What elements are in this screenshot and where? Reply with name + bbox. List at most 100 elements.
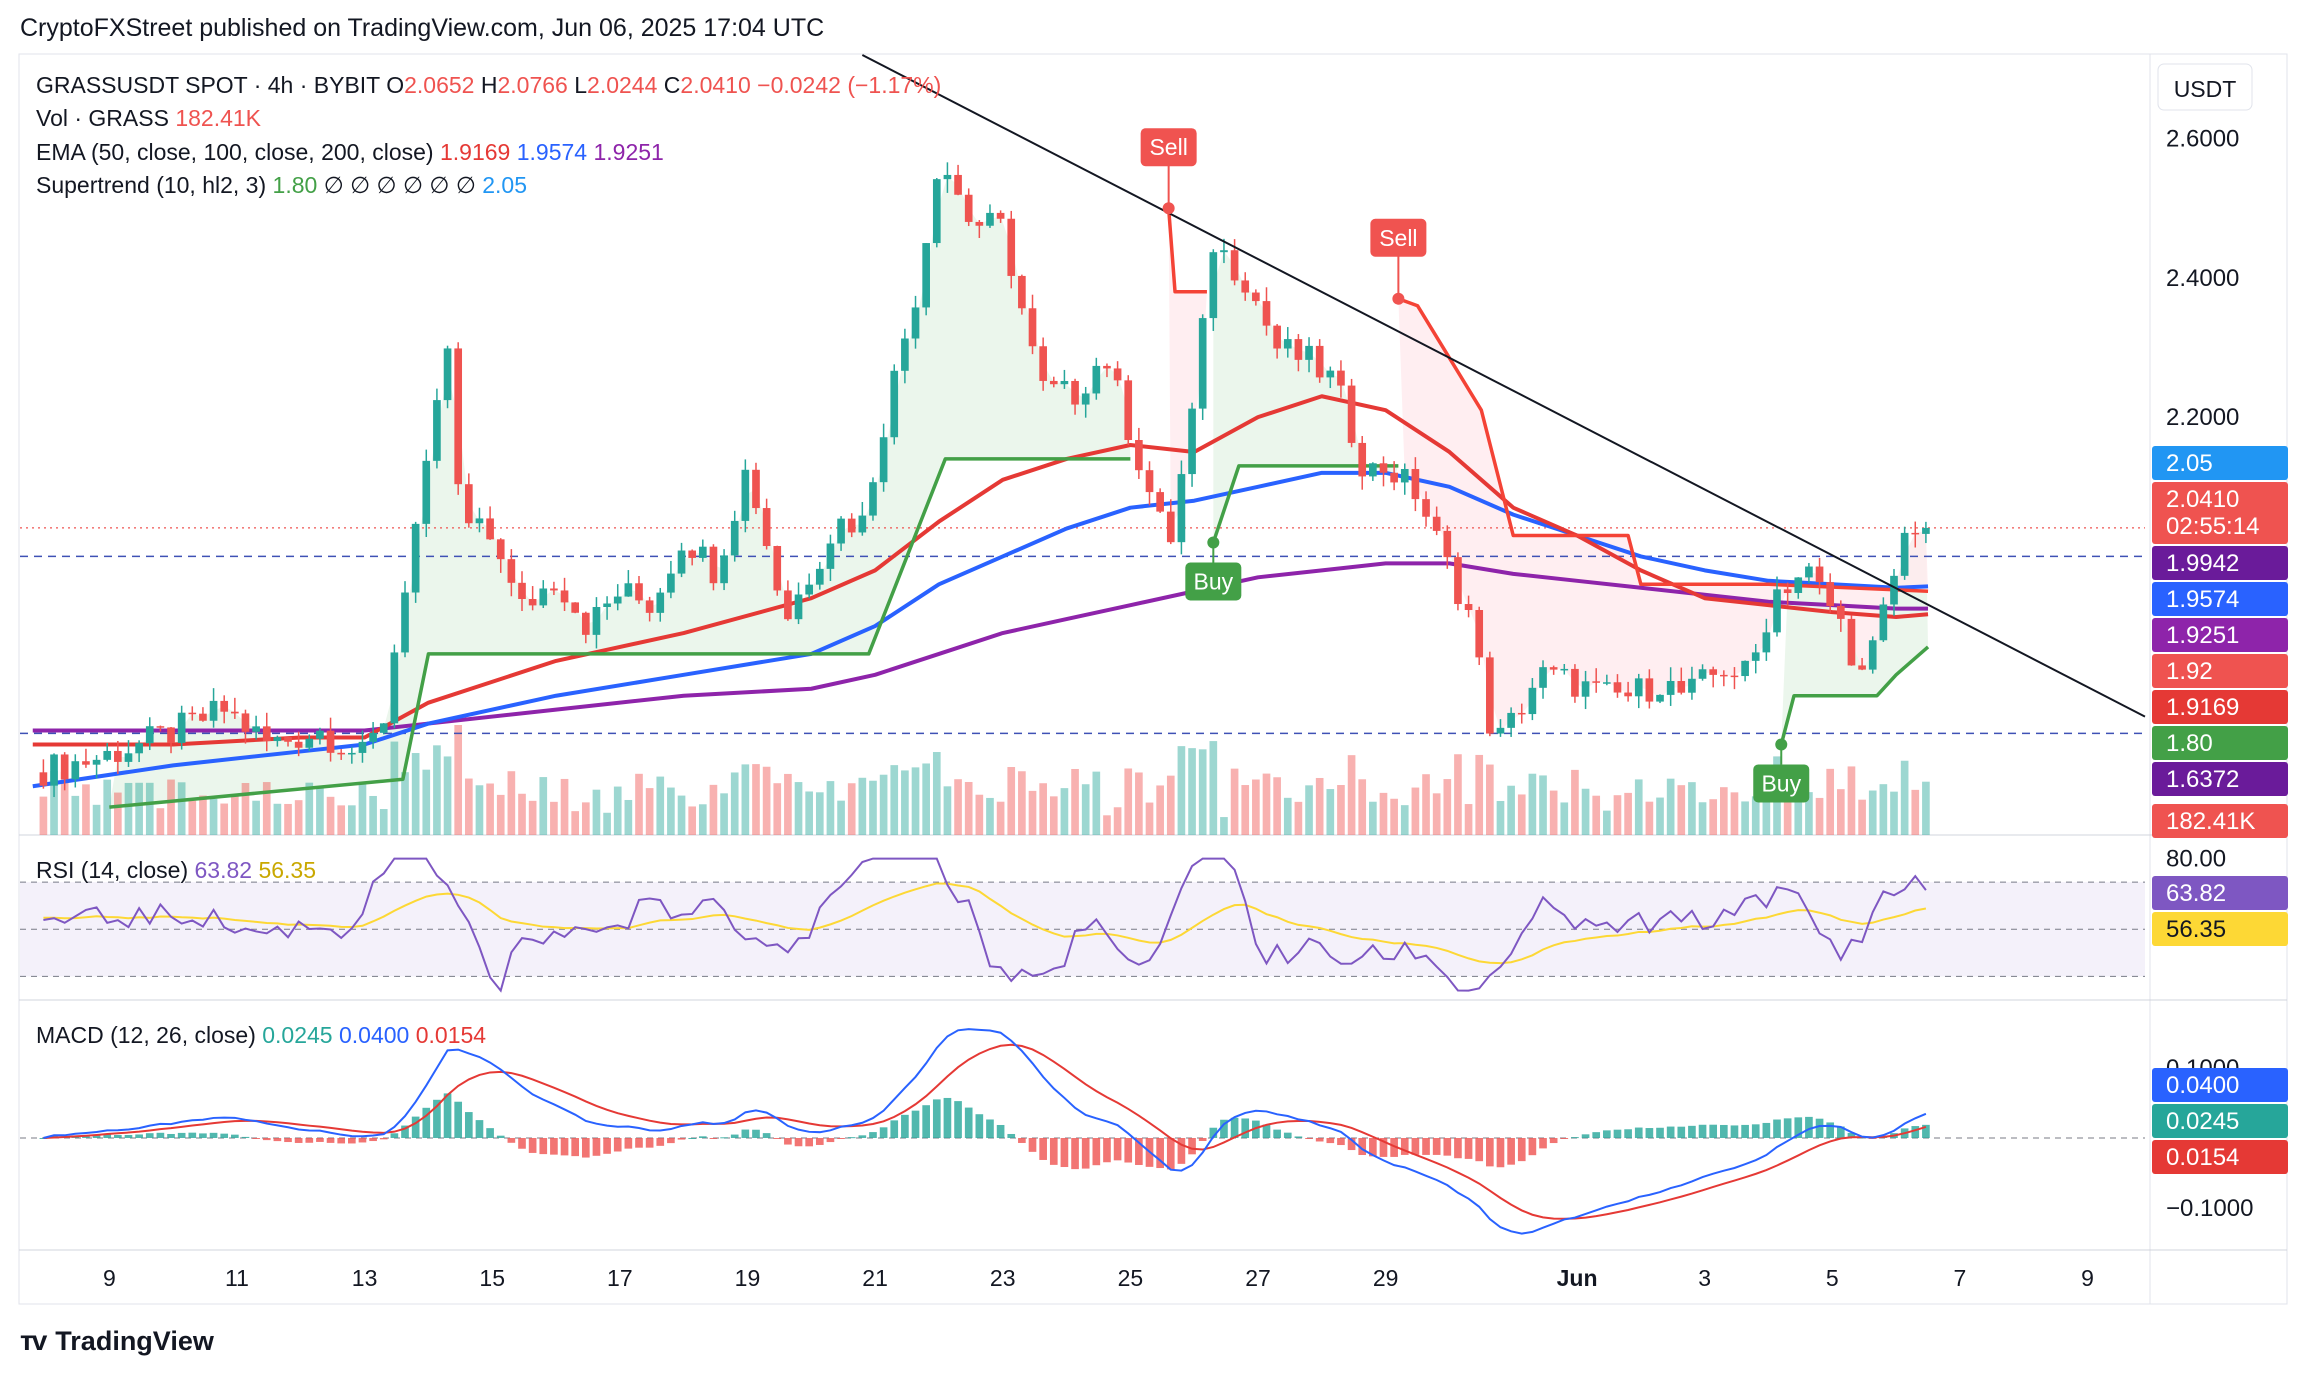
volume-bar xyxy=(1528,773,1537,835)
macd-hist-bar xyxy=(1507,1138,1515,1165)
supertrend-up-line xyxy=(1779,645,1930,745)
candle xyxy=(326,730,335,753)
volume-bar xyxy=(1305,785,1313,835)
candle xyxy=(231,711,239,714)
volume-bar xyxy=(1018,771,1026,835)
volume-bar xyxy=(1507,785,1515,835)
time-axis-label: 29 xyxy=(1373,1265,1399,1291)
volume-bar xyxy=(613,786,622,835)
candle xyxy=(1486,657,1494,734)
time-axis-label: Jun xyxy=(1557,1265,1598,1291)
volume-bar xyxy=(188,800,197,835)
signal-buy-label: Buy xyxy=(1193,569,1233,595)
tradingview-logo-icon: ᴛᴠ xyxy=(20,1325,47,1356)
macd-hist-bar xyxy=(624,1138,633,1149)
candle xyxy=(1262,301,1271,326)
macd-hist-bar xyxy=(1773,1119,1781,1138)
candle xyxy=(1720,674,1728,677)
tradingview-logo[interactable]: ᴛᴠ TradingView xyxy=(20,1325,214,1357)
volume-bar xyxy=(1762,783,1771,835)
supertrend-down-fill xyxy=(1398,298,1929,731)
volume-bar xyxy=(1007,767,1016,835)
candle xyxy=(581,612,590,635)
candle xyxy=(550,588,558,591)
legend-volume: Vol · GRASS 182.41K xyxy=(36,105,262,131)
time-axis-label: 25 xyxy=(1118,1265,1144,1291)
candle xyxy=(507,559,516,583)
badge-rsi-ma: 56.35 xyxy=(2166,916,2226,943)
volume-bar xyxy=(1539,775,1547,835)
candle xyxy=(167,727,175,743)
volume-bar xyxy=(1028,790,1037,835)
volume-bar xyxy=(411,753,420,835)
candle xyxy=(730,520,739,556)
macd-hist-bar xyxy=(1347,1138,1356,1151)
macd-hist-bar xyxy=(1230,1117,1239,1138)
candle xyxy=(1911,532,1920,535)
volume-bar xyxy=(1315,777,1324,835)
volume-bar xyxy=(815,792,824,835)
macd-axis-tick: −0.1000 xyxy=(2166,1195,2253,1222)
macd-hist-bar xyxy=(422,1107,431,1138)
candle xyxy=(60,754,69,780)
candle xyxy=(401,592,409,653)
legend-supertrend: Supertrend (10, hl2, 3) 1.80 ∅ ∅ ∅ ∅ ∅ ∅… xyxy=(36,172,527,198)
badge-volume-bg xyxy=(2152,804,2288,838)
volume-bar xyxy=(1836,789,1845,835)
candle xyxy=(1581,681,1590,697)
macd-hist-bar xyxy=(1390,1138,1398,1157)
candle xyxy=(964,194,973,222)
macd-hist-bar xyxy=(1177,1138,1186,1164)
candle xyxy=(1730,675,1739,678)
candle xyxy=(390,652,399,724)
macd-hist-bar xyxy=(730,1134,739,1138)
macd-hist-bar xyxy=(220,1133,229,1138)
time-axis-label: 27 xyxy=(1245,1265,1271,1291)
macd-hist-bar xyxy=(1581,1134,1590,1138)
badge-macd-hist-bg xyxy=(2152,1104,2288,1138)
supertrend-up-fill xyxy=(1213,251,1399,543)
volume-bar xyxy=(1624,792,1632,835)
candle xyxy=(443,348,452,401)
candle xyxy=(1613,682,1622,693)
macd-hist-bar xyxy=(1241,1118,1250,1138)
volume-bar xyxy=(379,809,388,835)
macd-hist-bar xyxy=(954,1101,962,1138)
macd-hist-bar xyxy=(1166,1138,1175,1170)
macd-hist-bar xyxy=(539,1138,548,1155)
volume-bar xyxy=(82,784,90,835)
macd-hist-bar xyxy=(1305,1138,1313,1139)
legend-ema: EMA (50, close, 100, close, 200, close) … xyxy=(36,139,664,165)
macd-hist-bar xyxy=(1720,1124,1728,1138)
volume-bar xyxy=(773,783,782,835)
macd-hist-bar xyxy=(858,1135,867,1138)
macd-hist-bar xyxy=(1124,1138,1133,1163)
candle xyxy=(784,590,792,620)
candle xyxy=(1847,618,1856,666)
volume-bar xyxy=(667,787,675,835)
macd-hist-bar xyxy=(1092,1138,1101,1166)
candle xyxy=(1549,667,1558,670)
macd-hist-bar xyxy=(401,1125,409,1138)
candle xyxy=(879,437,888,483)
badge-macd-signal: 0.0154 xyxy=(2166,1144,2239,1171)
macd-hist-bar xyxy=(922,1105,930,1138)
candle xyxy=(1815,566,1824,583)
candle xyxy=(677,550,686,574)
volume-bar xyxy=(1496,800,1505,835)
candle xyxy=(156,726,165,728)
signal-buy-label-bg xyxy=(1753,764,1810,803)
volume-bar xyxy=(1337,785,1345,835)
macd-hist-bar xyxy=(656,1138,665,1146)
macd-hist-bar xyxy=(1709,1124,1718,1138)
macd-hist-bar xyxy=(358,1138,367,1143)
macd-hist-bar xyxy=(890,1120,899,1138)
candle xyxy=(1922,527,1930,534)
volume-bar xyxy=(656,776,665,835)
supertrend-down-line xyxy=(1166,208,1207,294)
macd-hist-bar xyxy=(241,1136,250,1138)
candle xyxy=(1198,318,1207,409)
volume-bar xyxy=(220,803,229,835)
candle xyxy=(571,602,580,613)
